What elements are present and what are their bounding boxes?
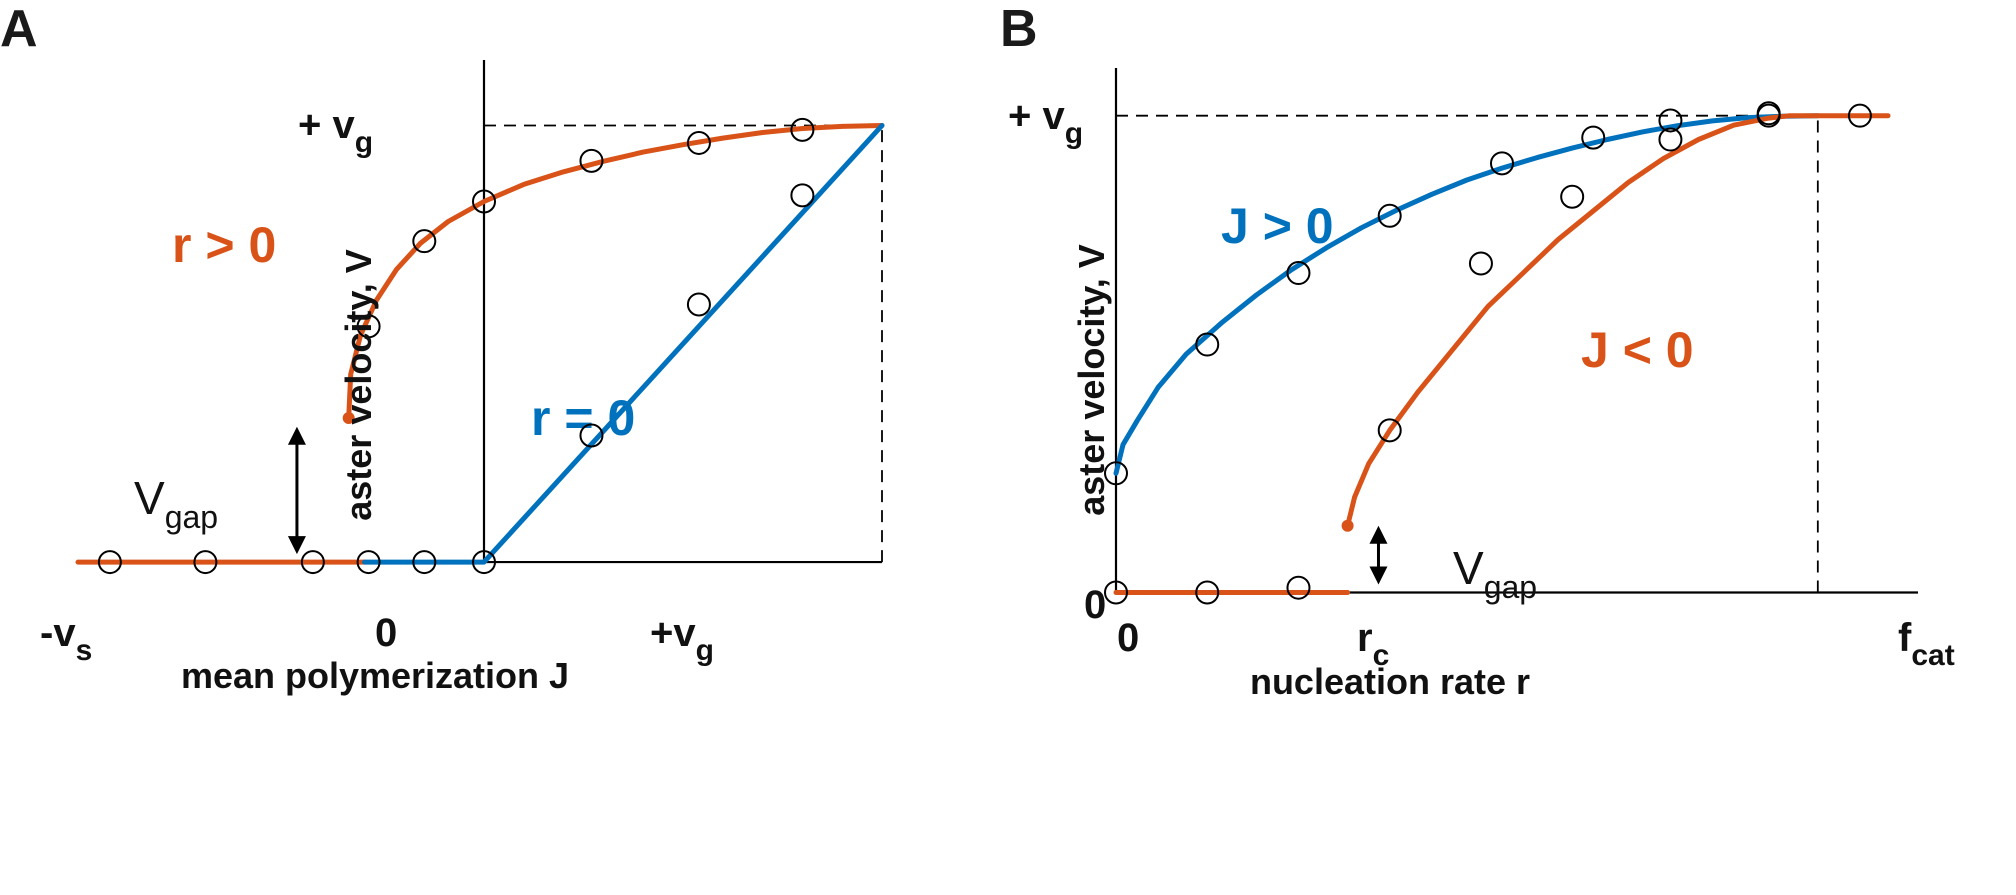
data-point [790,117,815,142]
data-point [790,183,815,208]
data-point [300,550,325,575]
y-axis-title: aster velocity, V [338,249,379,520]
panel-b-chart: J > 0 J < 0 Vgap 0 rc fcat + vg 0 nucleation rat… [1008,68,1955,702]
data-point [1286,261,1311,286]
data-point [1756,101,1781,126]
data-point [1658,127,1683,152]
x-tick-label: 0 [375,611,397,655]
series-line-r-0 [346,123,885,421]
gap-label: Vgap [134,472,218,535]
data-point [686,292,711,317]
gap-arrow-head-up [287,426,306,445]
data-point [1195,332,1220,357]
gap-arrow-head-down [287,536,306,555]
gap-arrow-head-up [1369,525,1388,544]
series-line-r-0 [362,123,885,565]
data-point [1195,580,1220,605]
y-tick-label: + vg [1008,94,1083,150]
y-tick-label: 0 [1084,583,1106,627]
x-axis-title: mean polymerization J [181,655,569,696]
data-point [1104,580,1128,605]
series-line-j-0 [1113,113,1821,476]
data-point [686,130,711,155]
data-point [1104,461,1128,486]
series-label-j-0: J > 0 [1221,198,1334,254]
data-point [193,550,218,575]
data-point [1490,151,1514,176]
panel-label-a: A [0,0,38,58]
series-label-r-0: r > 0 [172,217,276,273]
series-label-r-0: r = 0 [531,390,635,446]
data-point [1658,108,1683,133]
y-axis-title: aster velocity, V [1071,244,1112,515]
data-point [472,189,496,214]
data-point [472,550,496,575]
data-point [1286,575,1311,600]
data-point [1560,184,1585,209]
data-point [1377,418,1402,443]
x-tick-label: -vs [40,611,92,667]
panel-a-chart: r > 0 r = 0 Vgap -vs 0 +vg + vg mean polymeriza… [40,60,885,696]
gap-arrow-head-down [1369,566,1388,585]
series-line-j-0 [1345,113,1891,529]
data-point [412,550,437,575]
y-tick-label: + vg [298,103,373,159]
data-point [579,423,604,448]
x-axis-title: nucleation rate r [1250,661,1530,702]
data-point [1847,103,1872,128]
data-point [356,550,381,575]
data-point [1581,125,1606,150]
series-endpoint-j-0 [1341,519,1354,532]
x-tick-label: fcat [1898,616,1955,672]
gap-label: Vgap [1453,542,1537,605]
x-tick-label: rc [1357,616,1389,672]
data-point [356,314,381,339]
data-point [97,550,122,575]
panel-label-b: B [1000,0,1038,58]
data-point [412,229,437,254]
data-point [1377,203,1402,228]
x-tick-label: 0 [1117,616,1139,660]
x-tick-label: +vg [650,611,714,667]
data-point [579,148,604,173]
data-point [1468,251,1493,276]
series-label-j-0: J < 0 [1581,322,1694,378]
series-endpoint-r-0 [342,412,355,424]
